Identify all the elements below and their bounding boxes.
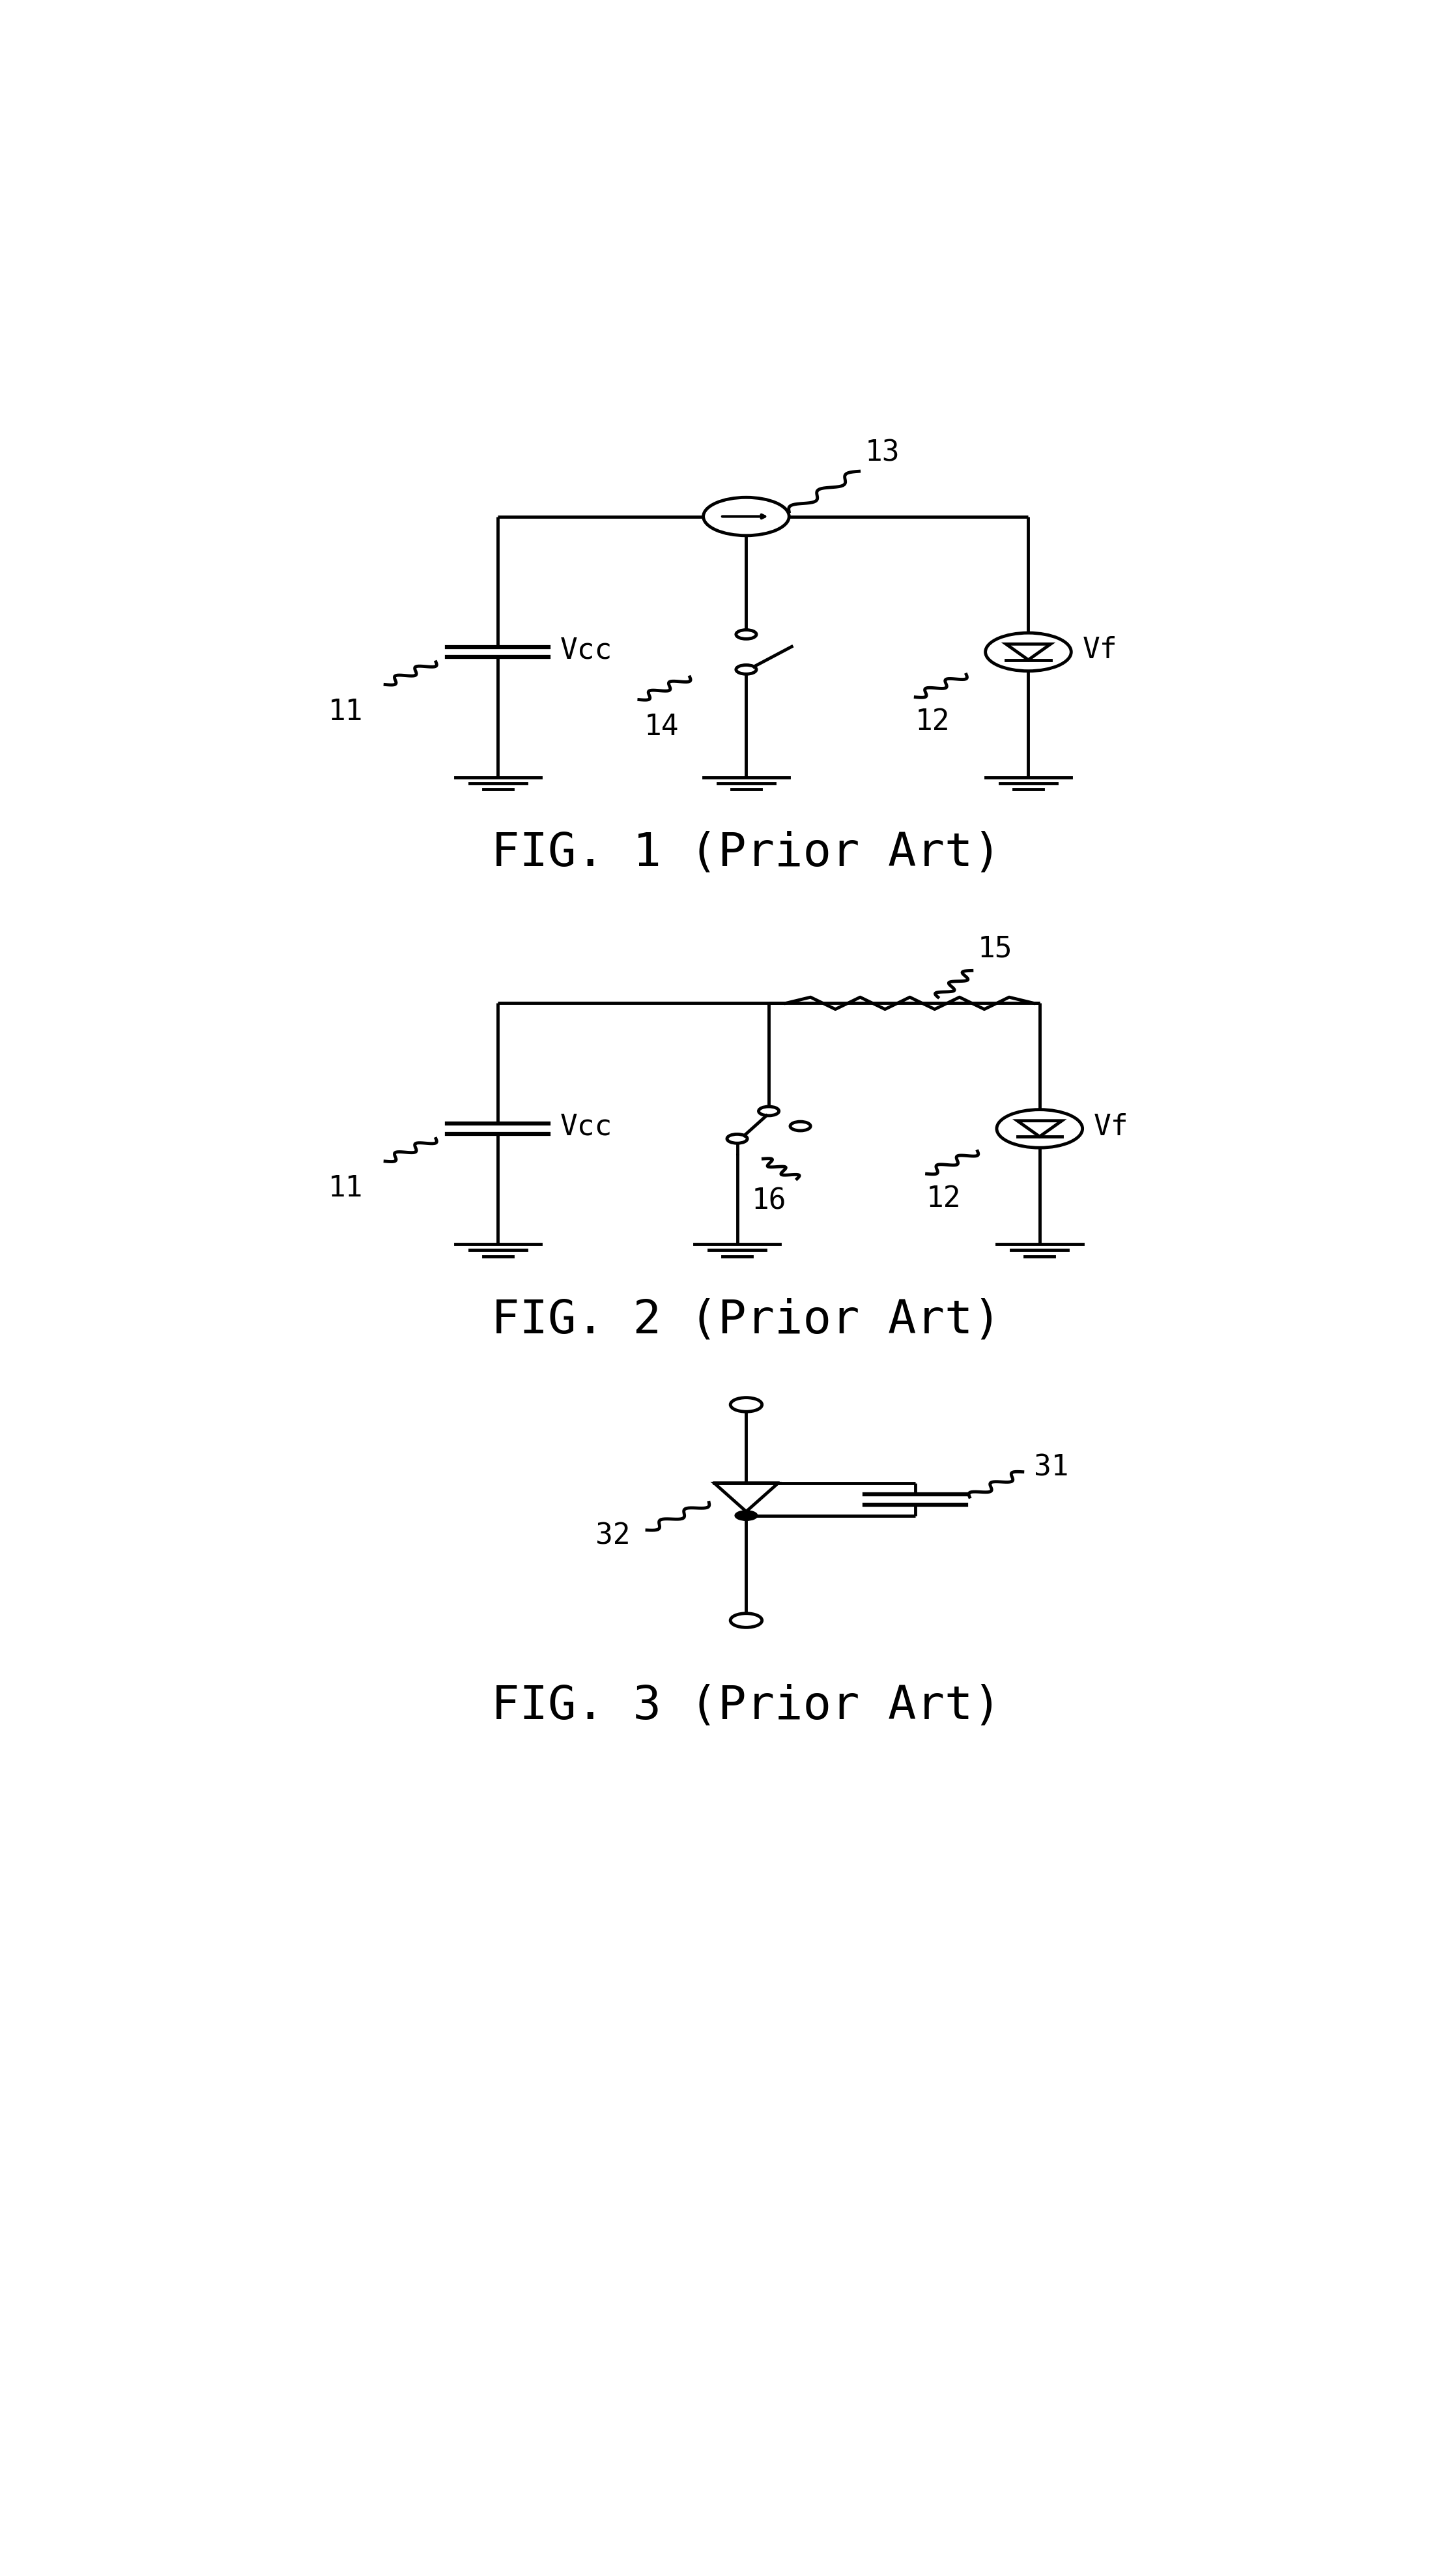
Text: 15: 15 [977,934,1012,962]
Text: Vf: Vf [1082,636,1117,664]
Text: Vcc: Vcc [561,1113,613,1141]
Text: 16: 16 [751,1188,786,1216]
Polygon shape [715,1483,778,1511]
Text: FIG. 2 (Prior Art): FIG. 2 (Prior Art) [491,1298,1002,1341]
Circle shape [737,664,756,675]
Text: 12: 12 [914,708,949,736]
Circle shape [737,631,756,639]
Circle shape [731,1613,761,1629]
Text: Vcc: Vcc [561,636,613,664]
Text: FIG. 3 (Prior Art): FIG. 3 (Prior Art) [491,1683,1002,1729]
Circle shape [727,1134,747,1144]
Circle shape [997,1111,1082,1149]
Text: 11: 11 [328,698,363,726]
Text: 31: 31 [1034,1454,1069,1480]
Circle shape [731,1398,761,1411]
Text: 11: 11 [328,1175,363,1203]
Circle shape [791,1121,811,1131]
Text: 14: 14 [644,713,678,741]
Text: FIG. 1 (Prior Art): FIG. 1 (Prior Art) [491,831,1002,875]
Circle shape [703,498,789,536]
Text: Vf: Vf [1093,1113,1128,1141]
Circle shape [735,1511,757,1521]
Circle shape [759,1108,779,1116]
Circle shape [986,634,1072,672]
Text: 13: 13 [865,439,900,467]
Text: 32: 32 [596,1521,630,1549]
Text: 12: 12 [926,1185,961,1213]
